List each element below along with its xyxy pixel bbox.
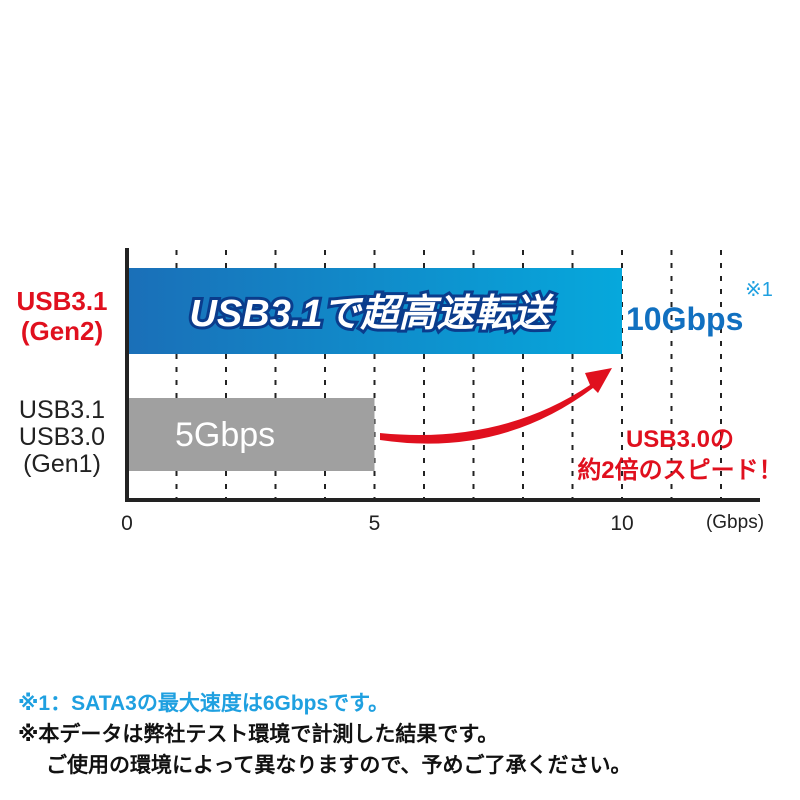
bar-gen1 <box>127 398 375 471</box>
category-label-usb31-gen2-line2: (Gen2) <box>21 316 103 346</box>
x-tick-label: 0 <box>121 512 133 535</box>
annotation-line2: 約2倍のスピード！ <box>577 456 782 484</box>
category-label-usb31-gen2-line1: USB3.1 <box>16 286 107 316</box>
value-label-10gbps: 10Gbps <box>626 301 743 337</box>
footnotes: ※1：SATA3の最大速度は6Gbpsです。 ※本データは弊社テスト環境で計測し… <box>18 688 631 781</box>
bar-usb31-gen2 <box>127 268 622 354</box>
x-tick-label: 5 <box>369 512 381 535</box>
category-label-gen1-line3: (Gen1) <box>23 450 101 478</box>
bar-label-5gbps: 5Gbps <box>175 416 275 454</box>
x-unit-label: (Gbps) <box>706 512 764 533</box>
note-sata3: ※1：SATA3の最大速度は6Gbpsです。 <box>18 692 390 715</box>
note-test-environment: ※本データは弊社テスト環境で計測した結果です。 <box>18 723 499 746</box>
x-tick-label: 10 <box>610 512 633 535</box>
note-disclaimer: ご使用の環境によって異なりますので、予めご了承ください。 <box>46 754 632 777</box>
footnote-mark: ※1 <box>745 279 773 301</box>
speed-arrow <box>380 368 612 444</box>
category-label-gen1-line1: USB3.1 <box>19 396 105 424</box>
bar-label-usb31: USB3.1で超高速転送 <box>189 293 554 335</box>
category-label-gen1-line2: USB3.0 <box>19 423 105 451</box>
annotation-line1: USB3.0の <box>626 426 734 453</box>
